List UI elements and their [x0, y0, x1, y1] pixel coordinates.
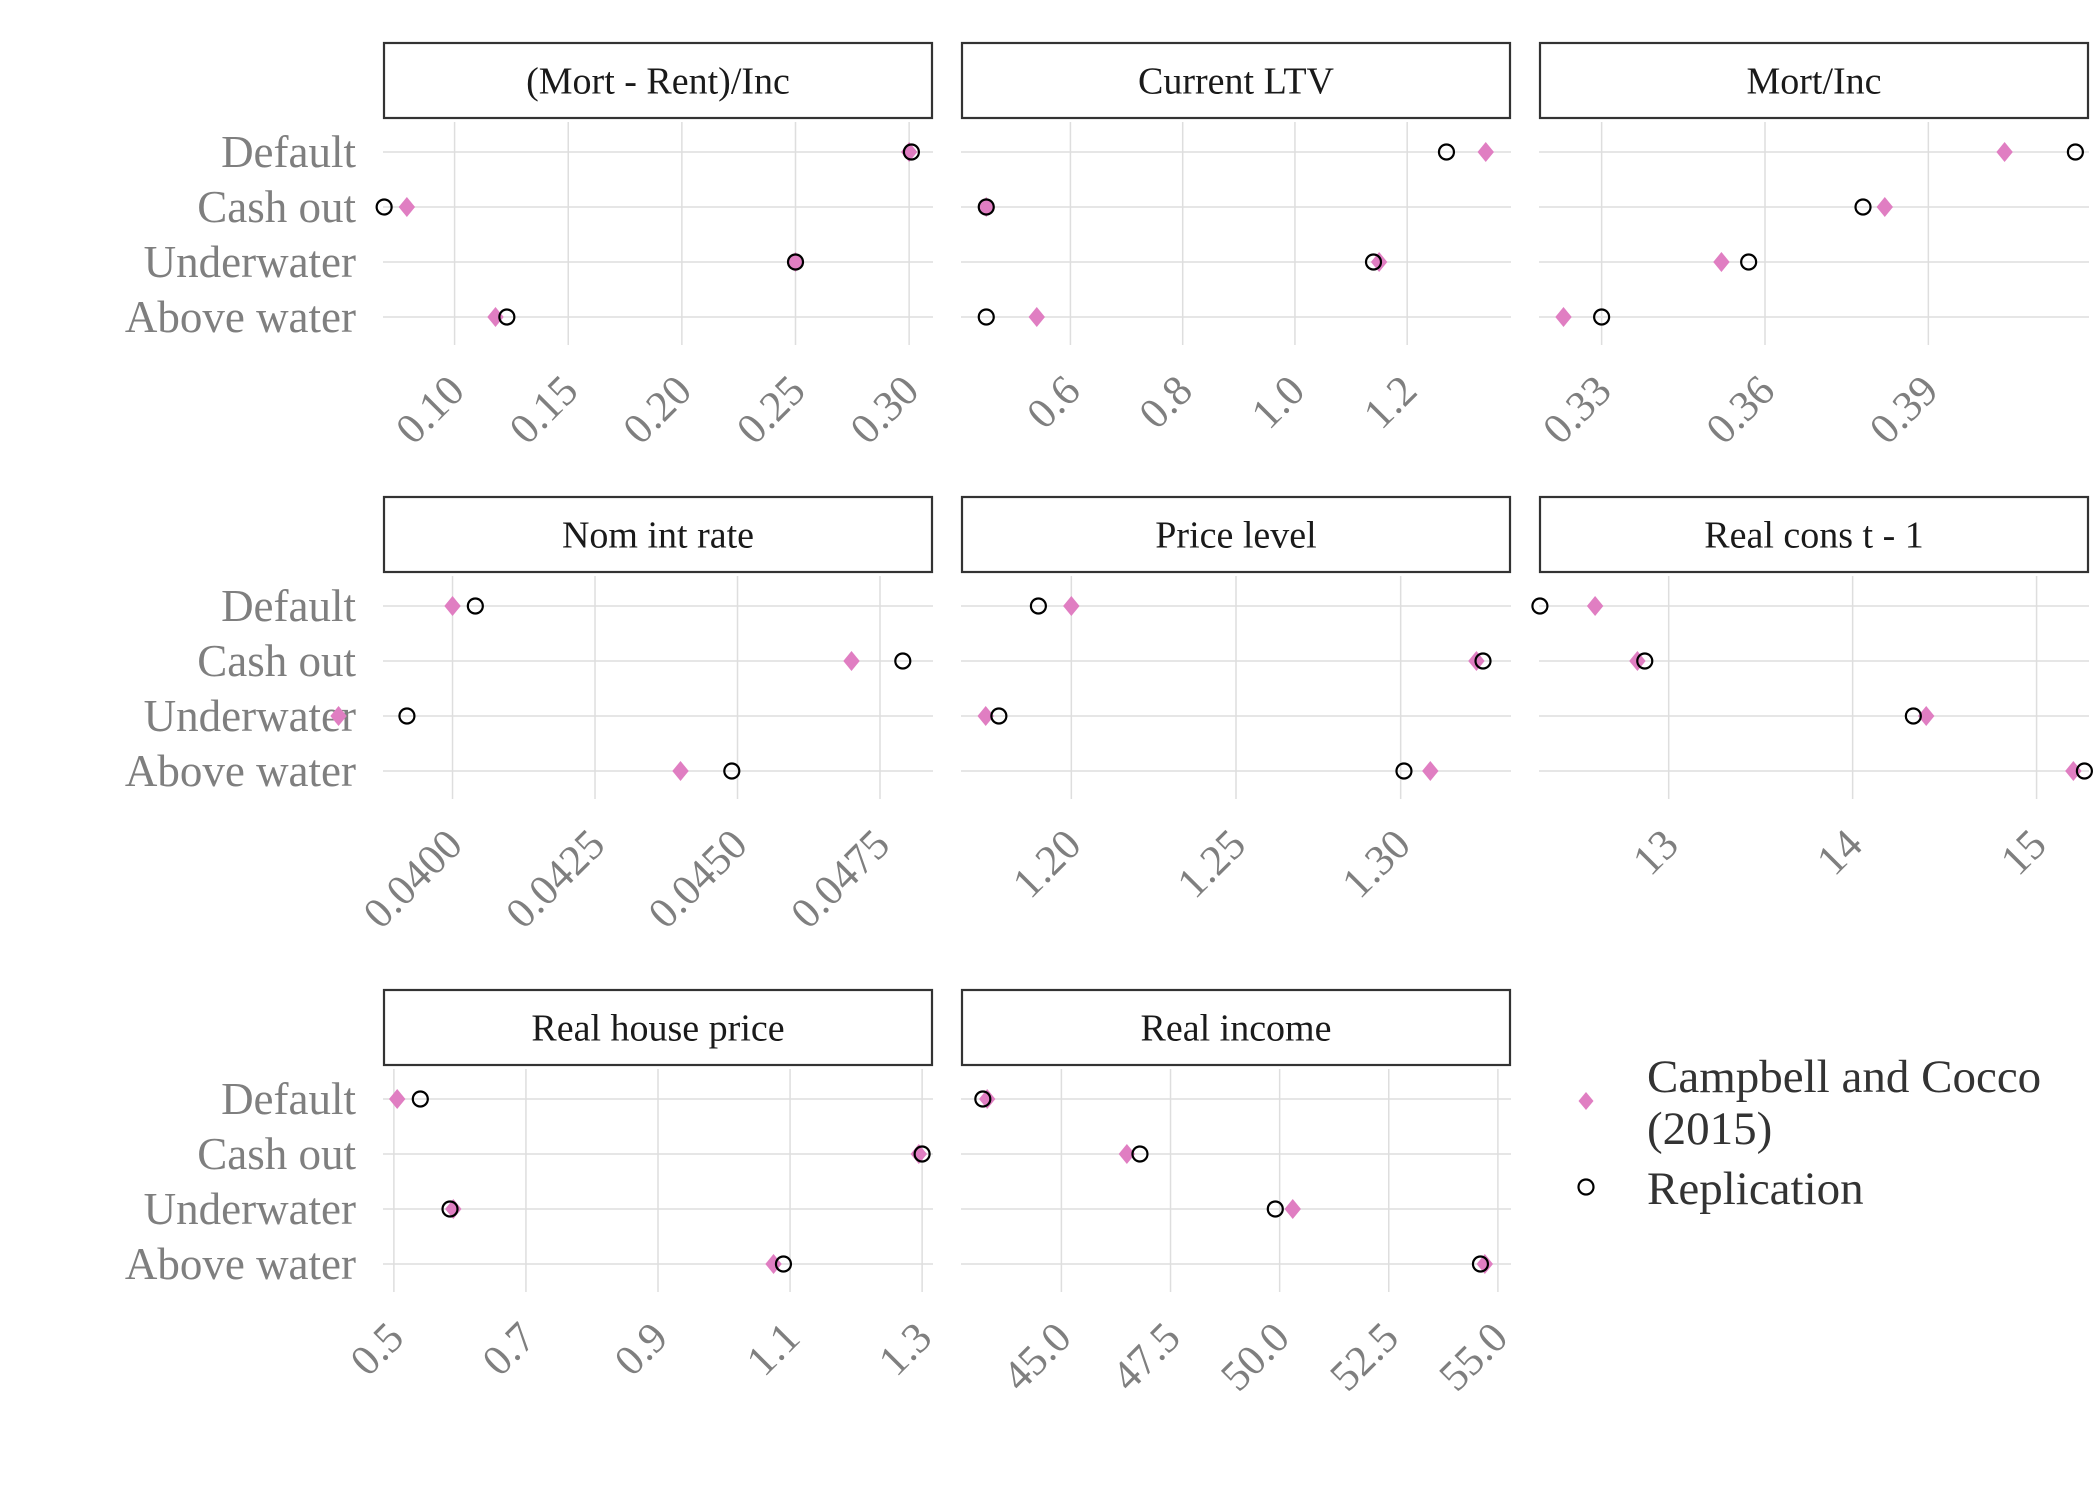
campbell-cocco-point [1876, 197, 1893, 217]
replication-point [1740, 253, 1758, 271]
campbell-cocco-point [1118, 1144, 1136, 1164]
strip-title: Current LTV [1138, 61, 1335, 103]
y-tick-label: Default [221, 581, 356, 631]
strip-title: (Mort - Rent)/Inc [526, 61, 790, 103]
replication-point [1131, 1145, 1149, 1163]
campbell-cocco-point [1918, 706, 1935, 726]
y-tick-label: Underwater [144, 237, 356, 287]
campbell-cocco-point [765, 1254, 782, 1274]
campbell-cocco-point [388, 1089, 406, 1109]
campbell-cocco-point [1477, 142, 1494, 162]
replication-point [913, 1145, 931, 1163]
replication-point [1029, 597, 1047, 615]
strip-box [382, 41, 934, 120]
campbell-cocco-point [1063, 596, 1080, 616]
replication-point [466, 597, 484, 615]
campbell-cocco-point [1422, 761, 1439, 781]
campbell-cocco-point [1028, 307, 1045, 327]
strip-box [960, 41, 1512, 120]
strip-title: Real house price [531, 1008, 784, 1050]
strip-box [382, 988, 934, 1067]
campbell-cocco-point [1713, 252, 1730, 272]
legend: Campbell and Cocco(2015) Replication [1577, 1051, 2041, 1215]
legend-label: Campbell and Cocco [1647, 1051, 2041, 1103]
y-tick-label: Above water [125, 292, 356, 342]
strip-title: Real cons t - 1 [1704, 515, 1924, 557]
replication-point [1474, 652, 1492, 670]
replication-point [894, 652, 912, 670]
campbell-cocco-point [398, 197, 416, 217]
replication-point [723, 762, 741, 780]
replication-point [398, 707, 416, 725]
campbell-cocco-point [910, 1144, 928, 1164]
replication-point [375, 198, 393, 216]
campbell-cocco-point [487, 307, 504, 327]
replication-point [498, 308, 516, 326]
replication-point [2066, 143, 2084, 161]
strip-title: Nom int rate [562, 515, 754, 557]
y-tick-label: Cash out [197, 1129, 356, 1179]
replication-point [1531, 597, 1549, 615]
legend-key-circle [1577, 1178, 1595, 1196]
y-tick-label: Underwater [144, 1184, 356, 1234]
campbell-cocco-point [977, 706, 994, 726]
y-tick-label: Underwater [144, 691, 356, 741]
y-tick-label: Default [221, 127, 356, 177]
strip-box [382, 495, 934, 574]
replication-point [1364, 253, 1383, 271]
campbell-cocco-point [1370, 252, 1388, 272]
strip-title: Mort/Inc [1746, 61, 1881, 103]
strip-box [960, 495, 1512, 574]
campbell-cocco-point [1476, 1254, 1494, 1274]
legend-label: Replication [1647, 1163, 1864, 1215]
replication-point [1471, 1255, 1490, 1273]
strip-box [960, 988, 1512, 1067]
campbell-cocco-point [330, 706, 347, 726]
y-tick-label: Cash out [197, 182, 356, 232]
campbell-cocco-point [978, 1089, 996, 1109]
y-tick-label: Cash out [197, 636, 356, 686]
strip-box [1538, 495, 2090, 574]
y-tick-label: Default [221, 1074, 356, 1124]
campbell-cocco-point [672, 761, 689, 781]
campbell-cocco-point [1284, 1199, 1301, 1219]
campbell-cocco-point [445, 1199, 462, 1219]
campbell-cocco-point [1996, 142, 2013, 162]
replication-point [411, 1090, 429, 1108]
y-tick-label: Above water [125, 746, 356, 796]
legend-label: (2015) [1647, 1103, 1772, 1155]
replication-point [977, 308, 995, 326]
replication-point [1437, 143, 1456, 161]
replication-point [1904, 707, 1922, 725]
legend-key-diamond [1578, 1092, 1594, 1110]
replication-point [1395, 762, 1413, 780]
replication-point [1266, 1200, 1284, 1218]
replication-point [977, 198, 995, 216]
replication-point [774, 1255, 793, 1273]
replication-point [441, 1200, 459, 1218]
replication-point [990, 707, 1008, 725]
panel-real-cons-t-1: Real cons t - 113 14 15 [1531, 495, 2094, 884]
replication-point [1593, 308, 1611, 326]
replication-point [974, 1090, 992, 1108]
replication-point [902, 143, 921, 161]
replication-point [2075, 762, 2094, 780]
replication-point [1636, 652, 1654, 670]
campbell-cocco-point [1555, 307, 1572, 327]
replication-point [786, 253, 805, 271]
campbell-cocco-point [1586, 596, 1604, 616]
campbell-cocco-point [843, 651, 860, 671]
strip-title: Real income [1141, 1008, 1332, 1050]
strip-box [1538, 41, 2090, 120]
campbell-cocco-point [444, 596, 461, 616]
y-tick-label: Above water [125, 1239, 356, 1289]
replication-point [1854, 198, 1872, 216]
strip-title: Price level [1155, 515, 1316, 557]
